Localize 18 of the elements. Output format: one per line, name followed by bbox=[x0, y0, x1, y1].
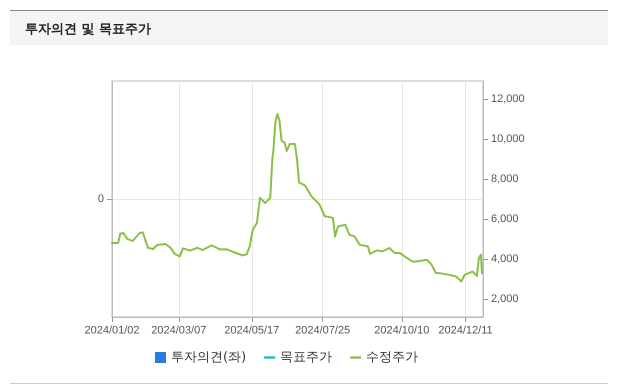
y-tick-label: 10,000 bbox=[491, 133, 525, 145]
text: 0 bbox=[98, 193, 104, 205]
x-tick-label: 2024/07/25 bbox=[295, 324, 350, 336]
x-tick-label: 2024/12/11 bbox=[438, 324, 493, 336]
y-tick-label: 8,000 bbox=[491, 173, 519, 185]
legend-label: 투자의견(좌) bbox=[171, 350, 246, 365]
y-tick-label: 4,000 bbox=[491, 253, 519, 265]
chart-title: 투자의견 및 목표주가 bbox=[25, 21, 152, 38]
y-tick-label: 2,000 bbox=[491, 293, 519, 305]
y-tick-label: 6,000 bbox=[491, 213, 519, 225]
legend-label: 목표주가 bbox=[280, 350, 332, 365]
x-tick-label: 2024/05/17 bbox=[224, 324, 280, 336]
x-tick-label: 2024/10/10 bbox=[374, 324, 430, 336]
line-series bbox=[111, 113, 483, 283]
x-tick-label: 2024/01/02 bbox=[84, 324, 140, 336]
y-tick-label: 12,000 bbox=[491, 93, 525, 105]
x-tick-label: 2024/03/07 bbox=[151, 324, 206, 336]
legend-label: 수정주가 bbox=[366, 350, 418, 365]
